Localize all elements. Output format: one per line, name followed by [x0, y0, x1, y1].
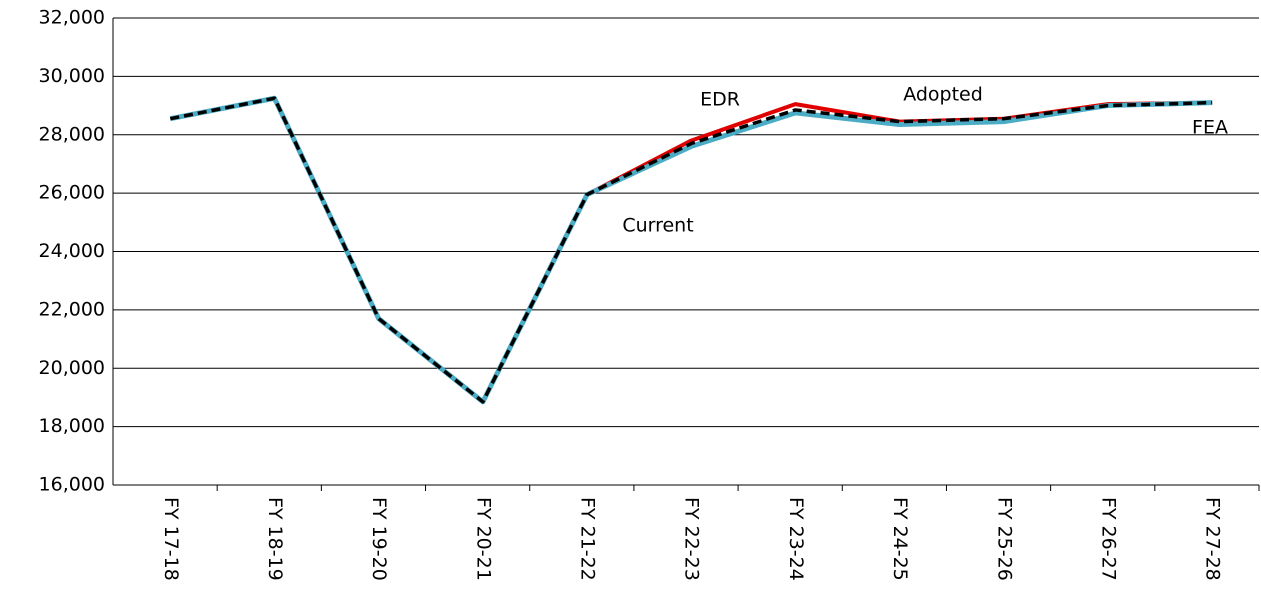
y-tick-label: 26,000: [39, 182, 105, 204]
series-label: Current: [622, 215, 693, 237]
y-tick-label: 22,000: [39, 298, 105, 320]
y-tick-label: 28,000: [39, 123, 105, 145]
x-tick-label: FY 24-25: [889, 497, 911, 581]
series-label: EDR: [700, 89, 740, 111]
y-tick-label: 32,000: [39, 7, 105, 29]
y-tick-label: 18,000: [39, 415, 105, 437]
x-tick-label: FY 27-28: [1202, 497, 1224, 581]
line-series: [169, 95, 590, 405]
x-tick-label: FY 18-19: [264, 497, 286, 581]
x-tick-label: FY 17-18: [160, 497, 182, 581]
line-series: [169, 96, 1213, 404]
y-tick-label: 16,000: [39, 474, 105, 496]
x-tick-label: FY 21-22: [577, 497, 599, 581]
x-tick-label: FY 20-21: [472, 497, 494, 581]
x-tick-label: FY 26-27: [1097, 497, 1119, 581]
y-tick-label: 30,000: [39, 65, 105, 87]
y-tick-label: 20,000: [39, 357, 105, 379]
x-tick-label: FY 23-24: [785, 497, 807, 581]
x-tick-label: FY 25-26: [993, 497, 1015, 581]
x-tick-label: FY 19-20: [368, 497, 390, 581]
series-label: FEA: [1192, 117, 1228, 139]
series-label: Adopted: [903, 84, 983, 106]
x-tick-label: FY 22-23: [681, 497, 703, 581]
y-tick-label: 24,000: [39, 240, 105, 262]
